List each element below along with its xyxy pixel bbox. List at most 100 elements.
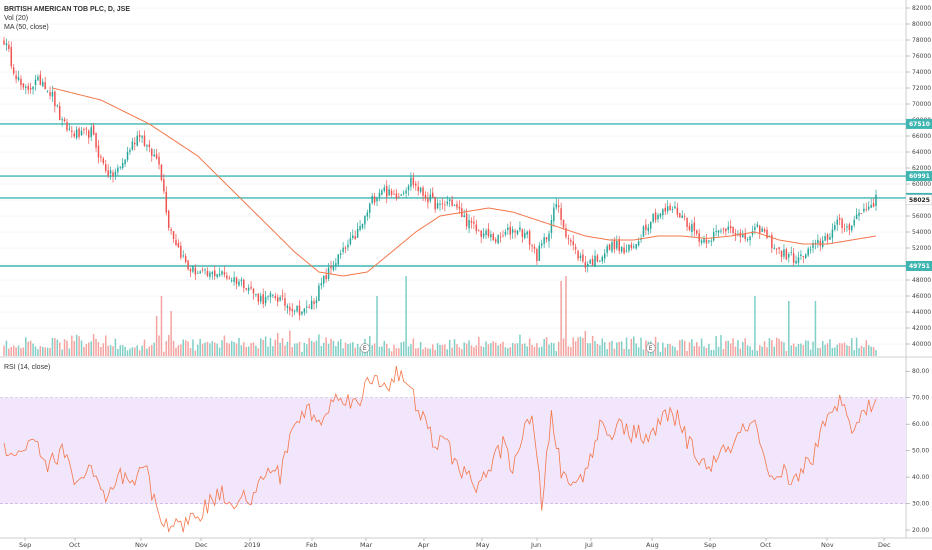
volume-bar: [681, 339, 683, 356]
volume-bar: [427, 348, 429, 356]
candle-body: [361, 223, 364, 228]
candle-body: [635, 244, 637, 249]
candle-body: [591, 258, 594, 266]
candle-body: [233, 277, 235, 282]
volume-bar: [153, 342, 155, 356]
candle-body: [44, 82, 46, 90]
candle-body: [720, 230, 722, 232]
candle-body: [252, 288, 255, 294]
volume-bar: [872, 347, 875, 356]
candle-body: [318, 285, 320, 302]
candle-body: [291, 309, 293, 312]
volume-bar: [446, 349, 449, 356]
candle-body: [499, 236, 502, 238]
volume-bar: [245, 346, 247, 356]
candle-body: [10, 47, 13, 67]
volume-bar: [289, 330, 291, 356]
candle-body: [448, 199, 451, 201]
candle-body: [373, 196, 376, 203]
time-tick-label: Dec: [878, 541, 891, 549]
volume-bar: [608, 342, 611, 356]
candle-body: [608, 244, 611, 250]
candle-body: [167, 210, 170, 228]
volume-bar: [475, 345, 478, 356]
candle-body: [550, 220, 553, 233]
candle-body: [860, 213, 863, 215]
volume-bar: [826, 343, 829, 356]
volume-bar: [584, 330, 587, 356]
volume-bar: [73, 340, 75, 356]
time-tick-label: Oct: [69, 541, 81, 549]
price-tick-label: 62000: [912, 165, 931, 172]
candle-body: [700, 240, 703, 243]
candle-body: [27, 86, 29, 90]
volume-bar: [63, 339, 66, 356]
volume-bar: [32, 343, 34, 356]
rsi-pane: [0, 365, 906, 533]
volume-bar: [260, 338, 262, 356]
volume-bar: [27, 341, 29, 356]
time-tick-label: Aug: [646, 541, 659, 549]
volume-bar: [577, 337, 579, 356]
volume-bar: [405, 276, 407, 356]
candle-body: [419, 187, 422, 192]
volume-bar: [175, 347, 177, 356]
volume-bar: [315, 340, 318, 356]
volume-bar: [463, 342, 465, 356]
volume-bar: [310, 340, 313, 356]
candle-body: [422, 187, 424, 196]
volume-bar: [250, 343, 252, 356]
volume-bar: [381, 346, 383, 356]
candle-body: [49, 92, 51, 96]
time-axis: Sep Oct Nov Dec 2019 Feb Mar Apr May Jun Jul Aug Sep…: [19, 538, 891, 549]
volume-bar: [424, 347, 427, 356]
volume-bar: [775, 337, 778, 356]
volume-bar: [66, 340, 68, 356]
volume-bar: [737, 340, 739, 356]
volume-bar: [841, 343, 843, 356]
volume-bar: [698, 346, 700, 356]
volume-bar: [107, 345, 109, 356]
volume-bar: [519, 334, 521, 356]
candle-body: [119, 166, 122, 168]
volume-bar: [712, 349, 715, 356]
volume-legend: Vol (20): [4, 15, 29, 22]
candle-body: [802, 256, 805, 257]
volume-bar: [514, 343, 516, 356]
volume-bar: [126, 350, 129, 356]
level-label: 49751: [909, 263, 930, 270]
earnings-marker: [645, 343, 656, 353]
candle-body: [260, 295, 262, 302]
candle-body: [468, 219, 470, 229]
volume-bar: [434, 349, 436, 356]
candle-body: [325, 274, 327, 280]
price-tick-label: 60000: [912, 181, 931, 188]
volume-bar: [230, 340, 233, 356]
volume-bar: [68, 348, 71, 356]
price-tick-label: 42000: [912, 325, 931, 332]
candle-body: [158, 156, 160, 165]
volume-bar: [296, 343, 298, 356]
candle-body: [487, 228, 490, 237]
candle-body: [194, 267, 197, 275]
candle-body: [555, 203, 558, 208]
candle-body: [851, 225, 853, 231]
volume-bar: [182, 339, 184, 356]
candle-body: [712, 232, 715, 241]
volume-bar: [356, 343, 359, 356]
volume-bar: [151, 344, 153, 356]
volume-bar: [555, 351, 558, 356]
candle-body: [729, 226, 732, 229]
candle-body: [230, 280, 233, 282]
candle-body: [453, 205, 456, 207]
volume-bar: [255, 345, 257, 356]
volume-bar: [478, 336, 480, 356]
candle-body: [121, 163, 124, 169]
volume-bar: [441, 344, 444, 356]
volume-bar: [228, 343, 231, 356]
volume-bar: [528, 338, 531, 356]
candle-body: [596, 255, 599, 262]
volume-bar: [696, 342, 698, 356]
volume-bar: [49, 347, 51, 356]
